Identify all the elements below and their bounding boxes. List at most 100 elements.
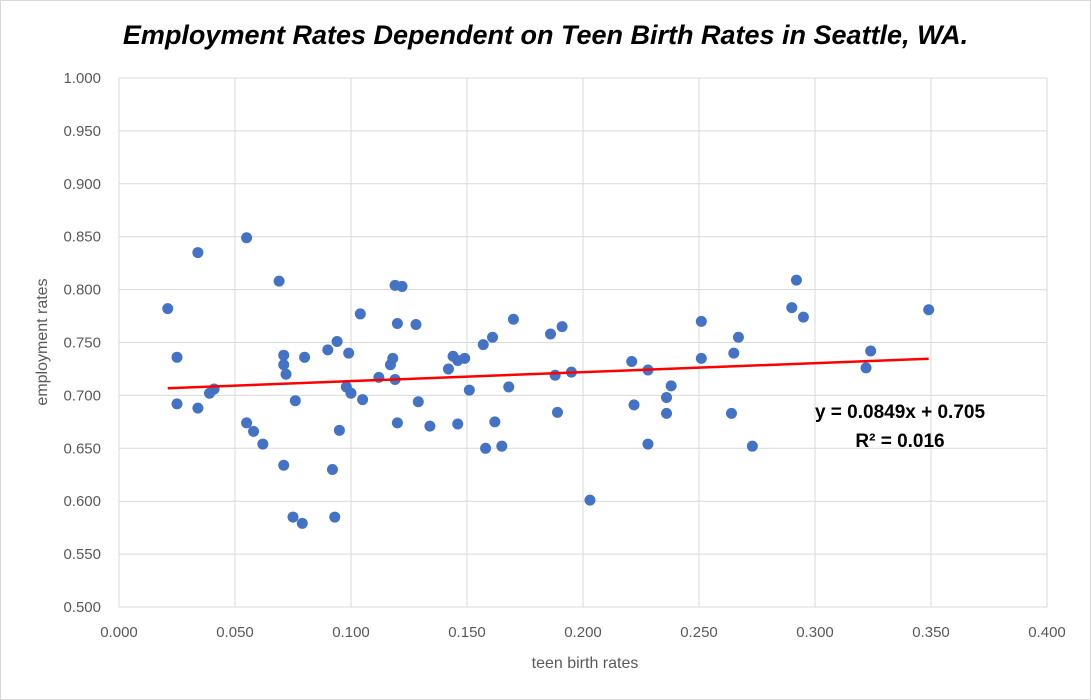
data-point xyxy=(628,399,640,411)
data-point xyxy=(452,418,464,430)
y-tick-label: 0.550 xyxy=(63,546,101,563)
data-point xyxy=(192,402,204,414)
data-point xyxy=(556,321,568,333)
data-point xyxy=(424,420,436,432)
data-point xyxy=(786,302,798,314)
data-point xyxy=(387,352,399,364)
data-point xyxy=(241,417,253,429)
x-tick-label: 0.300 xyxy=(796,624,834,641)
data-point xyxy=(391,417,403,429)
data-point xyxy=(299,351,311,363)
y-tick-label: 0.700 xyxy=(63,387,101,404)
data-point xyxy=(665,380,677,392)
data-point xyxy=(278,459,290,471)
data-point xyxy=(241,232,253,244)
trendline-r-squared: R² = 0.016 xyxy=(855,431,944,452)
data-point xyxy=(171,398,183,410)
data-point xyxy=(551,406,563,418)
data-points xyxy=(162,232,935,529)
data-point xyxy=(289,395,301,407)
data-point xyxy=(280,368,292,380)
data-point xyxy=(331,335,343,347)
y-tick-label: 1.000 xyxy=(63,70,101,87)
data-point xyxy=(442,363,454,375)
data-point xyxy=(333,424,345,436)
data-point xyxy=(391,317,403,329)
data-point xyxy=(278,359,290,371)
data-point xyxy=(860,362,872,374)
x-tick-label: 0.000 xyxy=(100,624,138,641)
data-point xyxy=(322,344,334,356)
data-point xyxy=(661,407,673,419)
data-point xyxy=(661,392,673,404)
data-point xyxy=(496,440,508,452)
data-point xyxy=(545,328,557,340)
y-tick-label: 0.900 xyxy=(63,176,101,193)
y-tick-label: 0.800 xyxy=(63,282,101,299)
data-point xyxy=(746,440,758,452)
x-tick-label: 0.400 xyxy=(1028,624,1066,641)
grid-lines xyxy=(118,77,1048,608)
y-tick-label: 0.750 xyxy=(63,335,101,352)
data-point xyxy=(287,511,299,523)
data-point xyxy=(480,442,492,454)
y-tick-label: 0.600 xyxy=(63,493,101,510)
data-point xyxy=(865,345,877,357)
data-point xyxy=(477,339,489,351)
y-axis-ticks: 0.500 0.550 0.600 0.650 0.700 0.750 0.800 0.850… xyxy=(63,70,101,616)
data-point xyxy=(396,280,408,292)
y-tick-label: 0.950 xyxy=(63,123,101,140)
y-tick-label: 0.650 xyxy=(63,440,101,457)
data-point xyxy=(790,274,802,286)
data-point xyxy=(728,347,740,359)
data-point xyxy=(329,511,341,523)
data-point xyxy=(503,381,515,393)
data-point xyxy=(296,517,308,529)
data-point xyxy=(626,356,638,368)
x-tick-label: 0.050 xyxy=(216,624,254,641)
data-point xyxy=(463,384,475,396)
trendline-equation: y = 0.0849x + 0.705 xyxy=(815,402,986,423)
x-tick-label: 0.150 xyxy=(448,624,486,641)
data-point xyxy=(695,315,707,327)
data-point xyxy=(257,438,269,450)
data-point xyxy=(549,369,561,381)
data-point xyxy=(797,311,809,323)
data-point xyxy=(459,352,471,364)
data-point xyxy=(410,319,422,331)
x-axis-label: teen birth rates xyxy=(532,655,639,672)
data-point xyxy=(489,416,501,428)
data-point xyxy=(695,352,707,364)
data-point xyxy=(192,247,204,259)
data-point xyxy=(487,331,499,343)
data-point xyxy=(248,425,260,437)
data-point xyxy=(162,303,174,315)
data-point xyxy=(345,387,357,399)
data-point xyxy=(278,349,290,361)
x-tick-label: 0.200 xyxy=(564,624,602,641)
data-point xyxy=(357,394,369,406)
x-tick-label: 0.350 xyxy=(912,624,950,641)
data-point xyxy=(642,438,654,450)
data-point xyxy=(273,275,285,287)
y-axis-label: employment rates xyxy=(34,278,51,405)
x-tick-label: 0.100 xyxy=(332,624,370,641)
data-point xyxy=(732,331,744,343)
chart-title: Employment Rates Dependent on Teen Birth… xyxy=(122,20,969,50)
data-point xyxy=(923,304,935,316)
x-tick-label: 0.250 xyxy=(680,624,718,641)
y-tick-label: 0.850 xyxy=(63,229,101,246)
trendline xyxy=(167,357,929,390)
data-point xyxy=(584,494,596,506)
x-axis-ticks: 0.000 0.050 0.100 0.150 0.200 0.250 0.300 0.350… xyxy=(100,624,1066,641)
y-tick-label: 0.500 xyxy=(63,599,101,616)
data-point xyxy=(507,313,519,325)
data-point xyxy=(354,308,366,320)
data-point xyxy=(171,351,183,363)
data-point xyxy=(326,463,338,475)
data-point xyxy=(343,347,355,359)
data-point xyxy=(725,407,737,419)
data-point xyxy=(412,396,424,408)
